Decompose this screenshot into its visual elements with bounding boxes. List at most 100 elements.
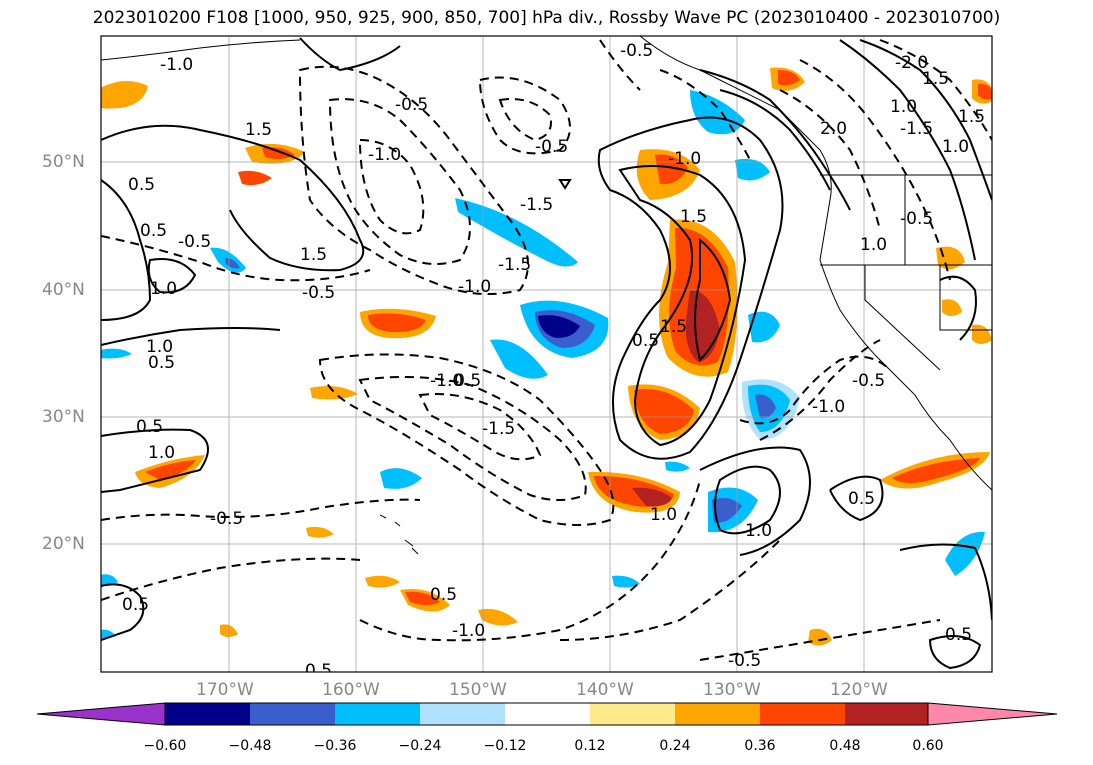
contour-label: 0.5	[140, 221, 167, 241]
contour-label: 1.5	[922, 69, 949, 89]
contour-positive	[101, 583, 145, 641]
lon-label-140w: 140°W	[576, 680, 634, 700]
contour-positive	[714, 465, 781, 535]
lat-label-20n: 20°N	[42, 534, 85, 554]
shade-patch	[936, 246, 965, 270]
colorbar-tick: −0.12	[483, 738, 527, 754]
contour-negative	[879, 39, 992, 141]
shade-patch	[368, 313, 426, 333]
shade-patch	[712, 498, 742, 523]
lat-label-40n: 40°N	[42, 280, 85, 300]
contour-positive	[147, 258, 197, 294]
contour-label: -1.0	[368, 145, 401, 165]
lon-label-120w: 120°W	[830, 680, 888, 700]
contour-label: 0.5	[136, 417, 163, 437]
aleutian-coast	[101, 39, 301, 61]
contour-positive	[699, 69, 851, 211]
colorbar-under	[36, 702, 166, 726]
contour-label: 0.5	[848, 489, 875, 509]
contour-label: -0.5	[535, 137, 568, 157]
state-border	[939, 265, 992, 331]
contour-positive	[694, 237, 732, 362]
shade-patch	[945, 531, 985, 576]
contour-negative	[759, 339, 881, 441]
contour-positive	[829, 475, 884, 522]
contour-positive	[101, 179, 152, 321]
contour-negative	[359, 479, 701, 642]
contour-positive	[719, 89, 831, 191]
shade-patch	[238, 170, 272, 186]
contour-label: 0.5	[305, 661, 332, 681]
state-border	[864, 265, 941, 371]
contour-positive	[618, 165, 747, 447]
contour-positive	[597, 116, 784, 460]
contour-label: 1.5	[245, 120, 272, 140]
shade-patch	[405, 591, 440, 605]
shade-patch	[380, 468, 422, 489]
contour-positive	[101, 327, 281, 346]
contour-label: -1.0	[452, 621, 485, 641]
colorbar-tick: −0.24	[398, 738, 442, 754]
contour-positive	[299, 37, 401, 72]
contour-label: -0.5	[852, 371, 885, 391]
contours-dashed	[101, 39, 992, 661]
contour-negative	[418, 393, 542, 461]
contours	[101, 37, 992, 670]
contour-positive	[928, 635, 982, 670]
contour-label: -0.5	[448, 371, 481, 391]
contour-label: 1.0	[148, 443, 175, 463]
contour-negative	[101, 498, 421, 521]
contour-label: 2.0	[820, 119, 847, 139]
contour-negative	[739, 355, 891, 425]
shade-patch	[778, 70, 800, 86]
contour-positive	[101, 124, 365, 272]
shade-patch	[145, 460, 196, 480]
contour-label: 1.0	[650, 505, 677, 525]
shade-patch	[632, 487, 672, 507]
colorbar-tick: 0.24	[659, 738, 691, 754]
colorbar-tick: 0.48	[829, 738, 861, 754]
shade-patch	[748, 311, 780, 343]
contour-label: -0.5	[178, 232, 211, 252]
shade-patch	[538, 315, 580, 338]
contour-labels: -1.0 -0.5 1.5 -1.5 -0.5 -1.0 -0.5 0.5 1.…	[122, 41, 985, 681]
contour-negative	[799, 59, 951, 281]
contour-label: 0.5	[128, 175, 155, 195]
shade-patch	[690, 90, 745, 135]
colorbar-tick: −0.60	[143, 738, 187, 754]
contour-label: -1.5	[900, 119, 933, 139]
contour-negative	[599, 39, 641, 91]
contour-label: 1.5	[660, 317, 687, 337]
shade-patch	[306, 526, 334, 538]
map-title: 2023010200 F108 [1000, 950, 925, 900, 85…	[92, 8, 1001, 28]
contour-label: 1.0	[745, 521, 772, 541]
contour-label: -1.0	[812, 397, 845, 417]
contour-label: 1.0	[890, 97, 917, 117]
contour-label: -0.5	[210, 509, 243, 529]
contour-negative	[478, 76, 571, 155]
colorbar-tick: 0.60	[912, 738, 944, 754]
contour-label: 1.5	[300, 245, 327, 265]
shade-patch	[735, 158, 770, 181]
colorbar-tick: −0.36	[313, 738, 357, 754]
contour-positive	[839, 39, 976, 261]
shade-patch	[262, 147, 295, 160]
contour-label: -0.5	[620, 41, 653, 61]
shade-patch	[478, 608, 518, 626]
shade-patch	[755, 394, 776, 419]
contour-negative	[298, 65, 529, 295]
colorbar-tick: 0.12	[574, 738, 606, 754]
colorbar-segment	[845, 703, 928, 725]
contour-label: -1.5	[498, 255, 531, 275]
contour-negative	[328, 98, 471, 265]
contour-positive	[859, 39, 992, 201]
contour-label: -1.5	[520, 195, 553, 215]
contour-label: -1.0	[430, 371, 463, 391]
lat-label-30n: 30°N	[42, 407, 85, 427]
contour-label: -1.5	[482, 419, 515, 439]
na-coastline	[639, 36, 992, 491]
contour-positive	[101, 428, 209, 493]
shade-patch	[365, 575, 400, 588]
contour-label: 0.5	[945, 625, 972, 645]
